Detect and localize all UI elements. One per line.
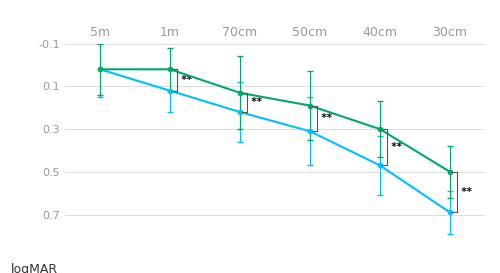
Text: **: ** [250, 97, 263, 108]
Text: **: ** [180, 75, 193, 85]
Text: logMAR: logMAR [10, 263, 58, 273]
Text: **: ** [390, 142, 403, 152]
Text: **: ** [320, 114, 333, 123]
Text: **: ** [460, 187, 473, 197]
